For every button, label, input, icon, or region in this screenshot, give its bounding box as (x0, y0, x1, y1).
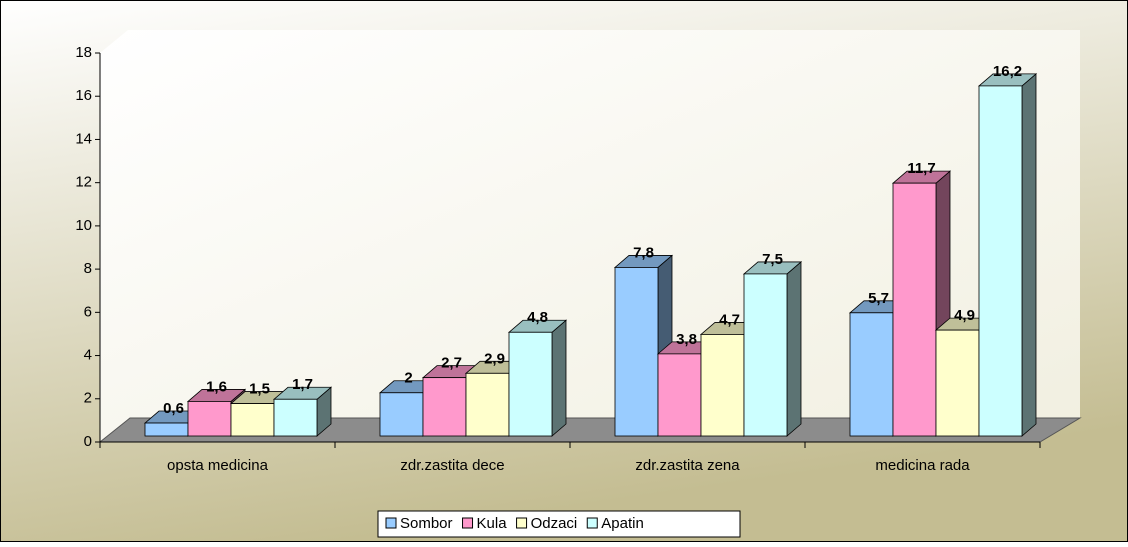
bar (273, 398, 318, 437)
data-label: 2 (404, 370, 412, 387)
bar (230, 403, 275, 437)
bar (614, 267, 659, 437)
y-tick-label: 2 (84, 390, 92, 407)
x-tick-label: zdr.zastita zena (635, 457, 740, 474)
data-label: 1,7 (292, 376, 313, 393)
data-label: 1,5 (249, 381, 270, 398)
bar (935, 329, 980, 437)
bar (700, 334, 745, 437)
y-tick-label: 14 (75, 130, 92, 147)
bar (379, 392, 424, 437)
y-tick-label: 4 (84, 347, 92, 364)
bar-3d (272, 386, 333, 437)
data-label: 4,9 (954, 307, 975, 324)
bar (892, 182, 937, 437)
legend-swatch (516, 517, 528, 529)
bar (978, 85, 1023, 437)
bar-side (1021, 73, 1037, 437)
legend-label: Odzaci (531, 515, 578, 532)
bar-3d (742, 261, 803, 437)
data-label: 5,7 (868, 290, 889, 307)
y-tick-label: 18 (75, 44, 92, 61)
bar (187, 401, 232, 437)
data-label: 7,8 (633, 244, 654, 261)
bar (743, 273, 788, 437)
y-tick-label: 16 (75, 87, 92, 104)
x-tick-label: opsta medicina (167, 457, 269, 474)
y-tick-label: 6 (84, 303, 92, 320)
legend-label: Kula (477, 515, 508, 532)
data-label: 16,2 (993, 63, 1022, 80)
bar-side (786, 261, 802, 437)
x-tick-label: zdr.zastita dece (400, 457, 504, 474)
data-label: 2,9 (484, 350, 505, 367)
legend (377, 510, 741, 538)
bar (508, 331, 553, 437)
data-label: 1,6 (206, 378, 227, 395)
bar (657, 353, 702, 437)
y-tick-label: 8 (84, 260, 92, 277)
bar-3d (507, 319, 568, 437)
data-label: 11,7 (907, 160, 935, 177)
back-wall (100, 30, 1080, 442)
data-label: 0,6 (163, 400, 184, 417)
data-label: 3,8 (676, 331, 697, 348)
data-label: 2,7 (441, 355, 462, 372)
bar (465, 372, 510, 437)
data-label: 4,7 (719, 311, 740, 328)
bar (144, 422, 189, 437)
legend-swatch (462, 517, 474, 529)
y-tick-label: 12 (75, 174, 92, 191)
data-label: 7,5 (762, 251, 783, 268)
bar (849, 312, 894, 437)
y-tick-label: 10 (75, 217, 92, 234)
bar-3d (977, 73, 1038, 437)
bar-side (551, 319, 567, 437)
bar (422, 377, 467, 437)
legend-swatch (586, 517, 598, 529)
legend-swatch (385, 517, 397, 529)
legend-label: Apatin (601, 515, 644, 532)
legend-label: Sombor (400, 515, 453, 532)
data-label: 4,8 (527, 309, 548, 326)
x-tick-label: medicina rada (875, 457, 970, 474)
y-tick-label: 0 (84, 433, 92, 450)
